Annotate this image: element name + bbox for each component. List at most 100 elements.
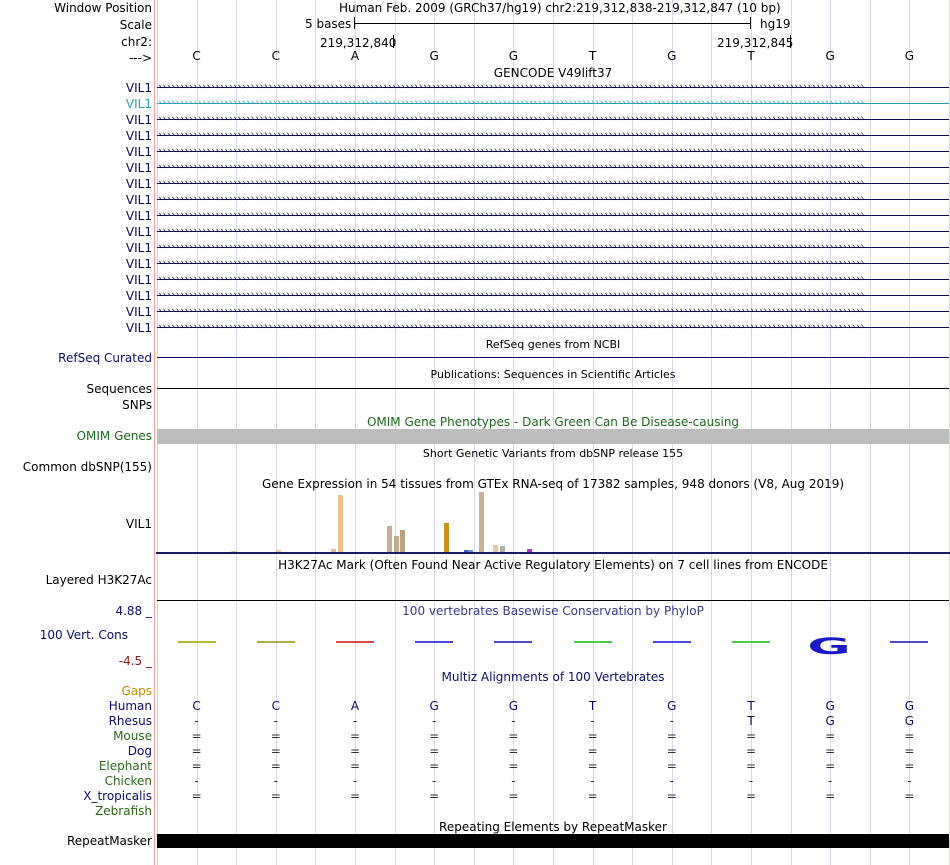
gtex-tissue-bar[interactable] [527, 549, 532, 552]
dbsnp-track-label[interactable]: Common dbSNP(155) [22, 460, 152, 474]
gencode-gene-line[interactable] [157, 135, 949, 136]
multiz-base: = [191, 744, 202, 758]
multiz-base: = [904, 729, 915, 743]
conservation-track-title: 100 vertebrates Basewise Conservation by… [402, 604, 704, 618]
conservation-score-mark[interactable] [652, 641, 691, 643]
gencode-gene-line[interactable] [157, 295, 949, 296]
multiz-species-label[interactable]: Human [108, 699, 152, 713]
multiz-species-label[interactable]: X_tropicalis [83, 789, 152, 803]
gtex-tissue-bar[interactable] [444, 523, 449, 552]
gencode-track-label[interactable]: VIL1 [125, 193, 152, 207]
gencode-track-label[interactable]: VIL1 [125, 241, 152, 255]
multiz-base: = [349, 729, 361, 743]
gtex-tissue-bar[interactable] [464, 550, 469, 552]
conservation-score-mark[interactable] [494, 641, 533, 643]
gencode-strand-chevrons: ››››››››››››››››››››››››››››››››››››››››… [157, 195, 865, 204]
multiz-species-label[interactable]: Zebrafish [95, 804, 152, 818]
gencode-gene-line[interactable] [157, 311, 949, 312]
gtex-tissue-bar[interactable] [479, 492, 484, 552]
conservation-logo-glyph: G [807, 635, 851, 660]
gtex-expression-chart[interactable] [156, 490, 950, 556]
conservation-score-mark[interactable] [256, 641, 295, 643]
conservation-score-mark[interactable] [573, 641, 612, 643]
gencode-strand-chevrons: ››››››››››››››››››››››››››››››››››››››››… [157, 131, 865, 140]
window-position-label: Window Position [54, 1, 152, 15]
gtex-tissue-bar[interactable] [500, 546, 505, 552]
multiz-base: = [825, 744, 836, 758]
omim-gene-bar[interactable] [157, 429, 949, 444]
gencode-gene-line[interactable] [157, 247, 949, 248]
conservation-score-mark[interactable] [732, 641, 770, 643]
publications-line[interactable] [157, 388, 949, 389]
multiz-base: = [825, 759, 836, 773]
multiz-base: T [747, 714, 755, 728]
multiz-species-label[interactable]: Rhesus [108, 714, 152, 728]
gtex-tissue-bar[interactable] [400, 530, 405, 552]
gencode-gene-line[interactable] [157, 231, 949, 232]
conservation-score-mark[interactable] [415, 641, 454, 643]
gtex-track-label[interactable]: VIL1 [125, 517, 152, 531]
gtex-tissue-bar[interactable] [394, 536, 399, 552]
multiz-base: = [825, 729, 836, 743]
sequence-base: C [271, 49, 280, 63]
gencode-gene-line[interactable] [157, 327, 949, 328]
multiz-species-label[interactable]: Elephant [98, 759, 152, 773]
gtex-tissue-bar[interactable] [468, 550, 473, 552]
multiz-base: - [511, 714, 516, 728]
multiz-species-label[interactable]: Mouse [113, 729, 152, 743]
gencode-track-label[interactable]: VIL1 [125, 305, 152, 319]
gencode-track-label[interactable]: VIL1 [125, 225, 152, 239]
gencode-track-label[interactable]: VIL1 [125, 289, 152, 303]
gencode-track-label[interactable]: VIL1 [125, 81, 152, 95]
gencode-track-label[interactable]: VIL1 [125, 145, 152, 159]
multiz-base: = [745, 759, 757, 773]
h3k27ac-track-label[interactable]: Layered H3K27Ac [45, 573, 152, 587]
gencode-gene-line[interactable] [157, 119, 949, 120]
conservation-score-mark[interactable] [336, 641, 374, 643]
multiz-base: G [667, 699, 677, 713]
multiz-base: = [270, 744, 281, 758]
gencode-track-label[interactable]: VIL1 [125, 161, 152, 175]
gencode-gene-line[interactable] [157, 263, 949, 264]
conservation-track-label[interactable]: 100 Vert. Cons [39, 628, 128, 642]
conservation-score-mark[interactable] [890, 641, 929, 643]
repeatmasker-track-label[interactable]: RepeatMasker [66, 834, 152, 848]
gtex-tissue-bar[interactable] [231, 551, 236, 552]
gtex-tissue-bar[interactable] [276, 550, 281, 552]
gtex-tissue-bar[interactable] [338, 495, 343, 552]
gencode-track-label[interactable]: VIL1 [125, 273, 152, 287]
gencode-gene-line[interactable] [157, 103, 949, 104]
gencode-gene-line[interactable] [157, 215, 949, 216]
multiz-base: - [352, 774, 358, 788]
refseq-gene-line[interactable] [157, 357, 949, 358]
multiz-base: = [429, 729, 440, 743]
repeatmasker-bar[interactable] [157, 834, 949, 848]
gtex-tissue-bar[interactable] [331, 549, 336, 552]
gencode-gene-line[interactable] [157, 183, 949, 184]
gencode-track-label[interactable]: VIL1 [125, 97, 152, 111]
gencode-track-label[interactable]: VIL1 [125, 113, 152, 127]
sequence-base: G [667, 49, 677, 63]
multiz-species-label[interactable]: Chicken [104, 774, 152, 788]
gencode-track-label[interactable]: VIL1 [125, 257, 152, 271]
conservation-score-mark[interactable] [177, 641, 216, 643]
omim-track-label[interactable]: OMIM Genes [76, 429, 152, 443]
gtex-tissue-bar[interactable] [387, 526, 392, 552]
gencode-track-label[interactable]: VIL1 [125, 209, 152, 223]
gencode-gene-line[interactable] [157, 167, 949, 168]
multiz-species-label[interactable]: Dog [127, 744, 152, 758]
multiz-base: - [907, 774, 912, 788]
multiz-base: = [508, 729, 519, 743]
gencode-gene-line[interactable] [157, 279, 949, 280]
gencode-strand-chevrons: ››››››››››››››››››››››››››››››››››››››››… [157, 83, 865, 92]
gtex-tissue-bar[interactable] [493, 545, 498, 552]
gencode-gene-line[interactable] [157, 151, 949, 152]
multiz-base: = [666, 729, 677, 743]
gencode-gene-line[interactable] [157, 199, 949, 200]
refseq-track-label[interactable]: RefSeq Curated [58, 351, 152, 365]
publications-track-label[interactable]: Sequences [86, 382, 152, 396]
gencode-track-label[interactable]: VIL1 [125, 321, 152, 335]
gencode-track-label[interactable]: VIL1 [125, 177, 152, 191]
gencode-gene-line[interactable] [157, 87, 949, 88]
gencode-track-label[interactable]: VIL1 [125, 129, 152, 143]
